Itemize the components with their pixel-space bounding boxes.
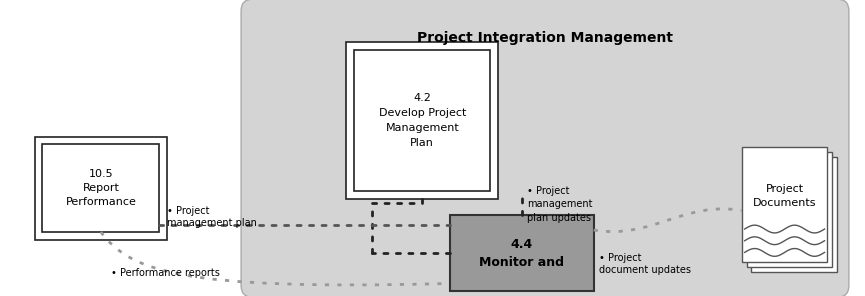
Text: • Project
document updates: • Project document updates (599, 253, 690, 275)
FancyBboxPatch shape (746, 152, 832, 267)
FancyBboxPatch shape (752, 157, 837, 272)
FancyBboxPatch shape (35, 136, 167, 240)
Text: 10.5
Report
Performance: 10.5 Report Performance (66, 169, 137, 207)
FancyBboxPatch shape (450, 215, 593, 291)
FancyBboxPatch shape (354, 50, 490, 191)
Text: Project
Documents: Project Documents (753, 184, 817, 207)
Text: • Project
management plan: • Project management plan (167, 206, 257, 228)
Text: Project Integration Management: Project Integration Management (417, 31, 673, 45)
Text: 4.4
Monitor and: 4.4 Monitor and (479, 238, 564, 269)
FancyBboxPatch shape (42, 144, 159, 232)
Text: 4.2
Develop Project
Management
Plan: 4.2 Develop Project Management Plan (379, 93, 466, 148)
FancyBboxPatch shape (742, 147, 828, 262)
FancyBboxPatch shape (241, 0, 849, 296)
Text: • Performance reports: • Performance reports (111, 268, 220, 278)
Text: • Project
management
plan updates: • Project management plan updates (528, 186, 593, 223)
FancyBboxPatch shape (346, 42, 498, 199)
